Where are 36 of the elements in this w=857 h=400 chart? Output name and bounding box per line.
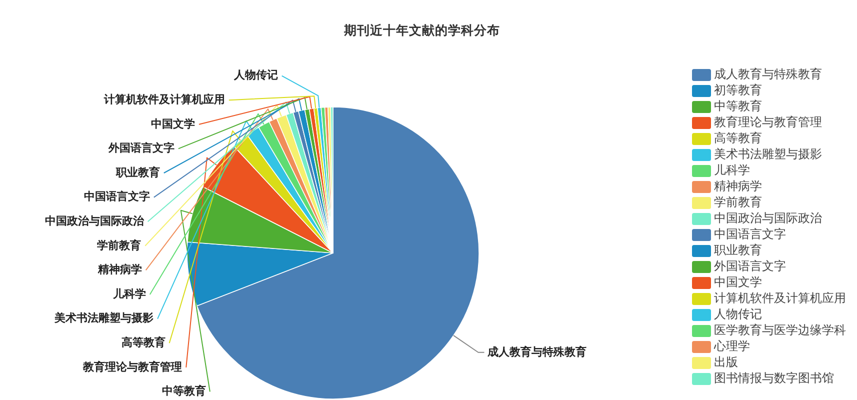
legend-label: 成人教育与特殊教育 xyxy=(714,67,822,82)
slice-label: 精神病学 xyxy=(96,263,142,276)
slice-label: 计算机软件及计算机应用 xyxy=(102,93,225,106)
legend-label: 初等教育 xyxy=(714,83,762,98)
legend-label: 图书情报与数字图书馆 xyxy=(714,371,834,386)
legend-label: 精神病学 xyxy=(714,179,762,194)
legend-label: 人物传记 xyxy=(714,307,762,322)
slice-label: 中国政治与国际政治 xyxy=(44,214,145,228)
legend-label: 出版 xyxy=(714,355,738,370)
legend-label: 中等教育 xyxy=(714,99,762,114)
legend-label: 儿科学 xyxy=(714,163,750,178)
legend-label: 医学教育与医学边缘学科 xyxy=(714,323,846,338)
legend-label: 心理学 xyxy=(713,339,750,354)
slice-label: 中国文学 xyxy=(150,117,195,130)
slice-label: 学前教育 xyxy=(97,238,142,252)
legend-label: 职业教育 xyxy=(714,243,762,258)
legend-label: 高等教育 xyxy=(714,131,762,146)
slice-label: 中等教育 xyxy=(162,384,206,398)
slice-label: 教育理论与教育管理 xyxy=(82,360,182,374)
legend-label: 学前教育 xyxy=(714,195,762,210)
slice-label: 职业教育 xyxy=(114,166,160,179)
legend-label: 中国文学 xyxy=(714,275,762,290)
slice-label: 成人教育与特殊教育 xyxy=(486,345,586,358)
legend-label: 中国政治与国际政治 xyxy=(714,211,822,226)
legend-label: 中国语言文字 xyxy=(714,227,786,242)
legend-label: 教育理论与教育管理 xyxy=(714,115,822,130)
slice-label: 中国语言文字 xyxy=(84,190,150,204)
slice-label: 人物传记 xyxy=(232,68,278,82)
legend-label: 外国语言文字 xyxy=(714,259,786,274)
slice-label: 美术书法雕塑与摄影 xyxy=(54,312,154,325)
slice-label: 儿科学 xyxy=(112,287,146,300)
legend-label: 美术书法雕塑与摄影 xyxy=(714,147,822,162)
slice-label: 外国语言文字 xyxy=(107,142,174,155)
legend-label: 计算机软件及计算机应用 xyxy=(714,291,846,306)
slice-label: 高等教育 xyxy=(121,336,166,350)
chart-title: 期刊近十年文献的学科分布 xyxy=(343,22,500,38)
